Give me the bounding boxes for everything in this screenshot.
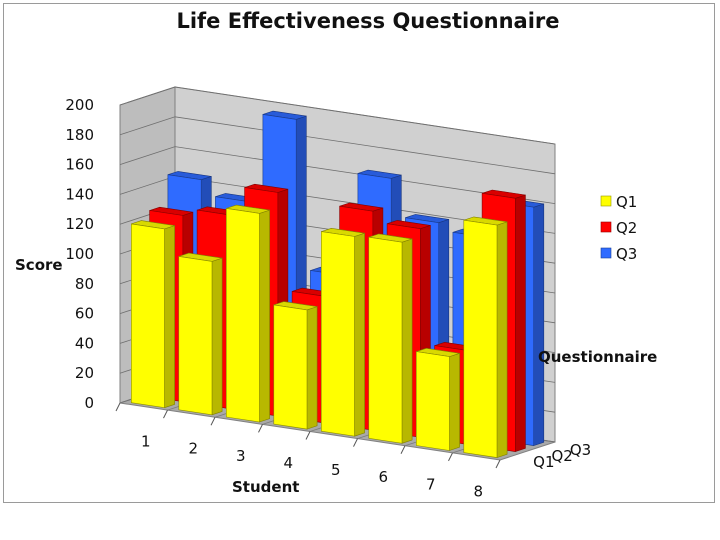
gridline [119, 86, 556, 145]
bar-side [533, 203, 545, 447]
bar-side [211, 257, 223, 416]
x-tick-mark [448, 452, 453, 462]
y-tick-label: 0 [84, 394, 94, 412]
bar-side [449, 352, 460, 451]
x-tick-mark [495, 459, 501, 469]
y-tick-label: 180 [65, 126, 94, 144]
legend-label-q2: Q2 [616, 219, 637, 237]
z-tick-label: Q1 [533, 453, 554, 471]
x-tick-label: 6 [378, 468, 388, 486]
bar-q1-student-4 [273, 301, 318, 430]
y-tick-label: 40 [75, 334, 94, 352]
y-tick-label: 160 [65, 156, 94, 174]
y-tick-label: 60 [75, 305, 94, 323]
x-tick-mark [258, 424, 263, 433]
x-tick-label: 8 [473, 482, 483, 500]
gridline [119, 116, 556, 175]
y-tick-label: 200 [65, 96, 94, 114]
x-tick-mark [353, 438, 358, 447]
x-tick-label: 5 [331, 461, 341, 479]
bar-front [320, 231, 355, 437]
bar-side [401, 238, 413, 444]
bar-side [354, 232, 365, 437]
chart-bars [131, 110, 545, 459]
bar-front [178, 256, 213, 416]
x-tick-mark [163, 409, 168, 419]
bar-side [259, 209, 270, 423]
chart-title: Life Effectiveness Questionnaire [176, 9, 559, 33]
x-tick-label: 2 [188, 440, 198, 458]
x-tick-mark [115, 402, 121, 412]
x-tick-mark [305, 431, 311, 440]
legend-label-q3: Q3 [616, 245, 637, 263]
x-axis-label: Student [232, 478, 299, 496]
chart-legend: Q1 Q2 Q3 [600, 193, 637, 263]
y-tick-label: 140 [65, 185, 94, 203]
y-tick-label: 120 [65, 215, 94, 233]
bar-q1-student-1 [131, 220, 175, 409]
legend-swatch-q1 [600, 195, 612, 207]
y-tick-label: 20 [75, 364, 94, 382]
legend-swatch-q2 [600, 221, 612, 233]
legend-swatch-q3 [600, 247, 612, 259]
bar-front [463, 219, 498, 458]
bar-side [496, 221, 508, 459]
bar-q1-student-5 [320, 227, 365, 437]
bar-front [368, 236, 403, 444]
bar-q1-student-6 [368, 233, 413, 444]
bar-q1-student-8 [463, 216, 508, 459]
x-tick-label: 7 [426, 475, 436, 493]
y-axis-label: Score [15, 256, 63, 274]
bar-side [164, 225, 175, 409]
bar-q1-student-7 [415, 347, 460, 451]
x-tick-label: 4 [283, 454, 293, 472]
bar-q1-student-3 [226, 204, 270, 423]
legend-label-q1: Q1 [616, 193, 637, 211]
bar-side [306, 306, 318, 430]
z-tick-label: Q2 [552, 447, 573, 465]
x-tick-mark [400, 445, 406, 454]
z-axis-label: Questionnaire [538, 348, 657, 366]
x-tick-label: 1 [141, 433, 151, 451]
y-tick-label: 80 [75, 275, 94, 293]
bar-front [131, 223, 165, 409]
bar-side [514, 194, 526, 453]
x-tick-label: 3 [236, 447, 246, 465]
y-tick-label: 100 [65, 245, 94, 263]
x-tick-mark [210, 417, 216, 426]
z-tick-label: Q3 [570, 441, 591, 459]
chart-tick-labels: 0 20 40 60 80 100 120 140 160 180 200 1 2 3 4 5 6 7 8 Q1Q2Q… [65, 96, 591, 500]
bar-front [226, 208, 260, 423]
bar-q1-student-2 [178, 252, 223, 416]
bar-front [415, 351, 450, 451]
gridline [119, 146, 556, 204]
bar-front [273, 304, 308, 430]
